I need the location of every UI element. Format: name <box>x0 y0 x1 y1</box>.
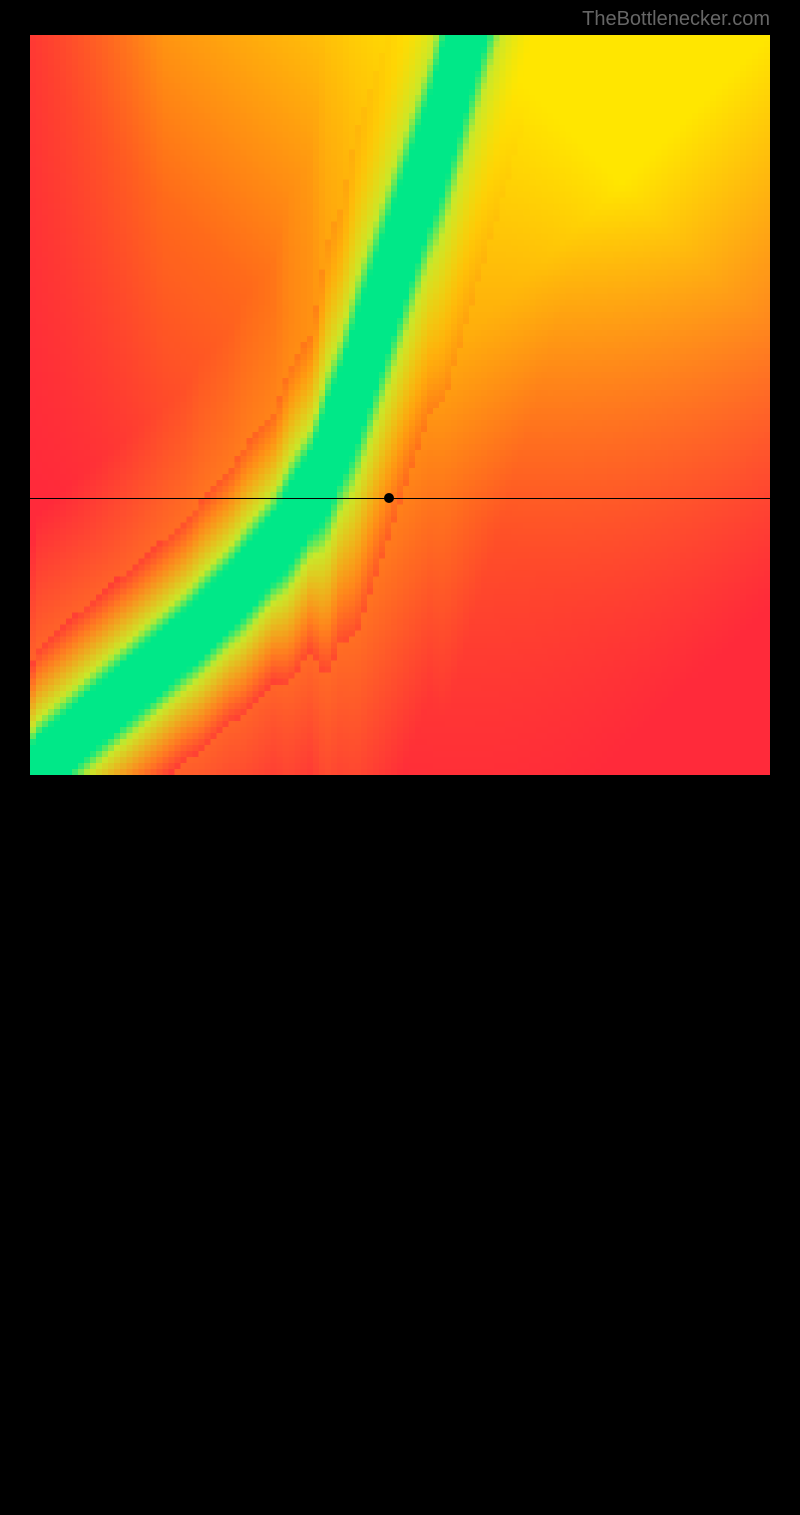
heatmap-plot <box>30 35 770 775</box>
crosshair-horizontal <box>30 498 770 499</box>
watermark-text: TheBottlenecker.com <box>582 8 770 31</box>
crosshair-vertical <box>389 775 390 1515</box>
selection-marker <box>384 493 394 503</box>
heatmap-svg <box>30 35 770 775</box>
